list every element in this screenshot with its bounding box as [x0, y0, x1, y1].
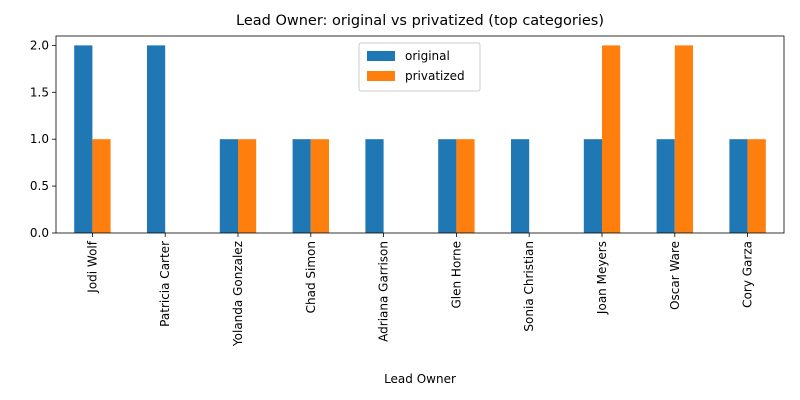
bar-privatized-0 — [92, 139, 111, 233]
legend-swatch-privatized — [367, 71, 395, 81]
bar-privatized-3 — [310, 139, 329, 233]
x-axis-label: Lead Owner — [384, 372, 456, 386]
x-tick-label-5: Glen Horne — [449, 241, 463, 309]
y-tick-label-3: 1.5 — [30, 85, 49, 99]
x-axis: Jodi Wolf Patricia Carter Yolanda Gonzalez… — [85, 233, 755, 347]
legend-label-original: original — [405, 49, 450, 63]
x-tick-label-1: Patricia Carter — [158, 241, 172, 327]
legend: original privatized — [358, 42, 481, 92]
x-tick-label-8: Oscar Ware — [668, 241, 682, 310]
bar-privatized-2 — [238, 139, 257, 233]
x-tick-label-6: Sonia Christian — [522, 241, 536, 332]
bar-privatized-5 — [456, 139, 475, 233]
legend-swatch-original — [367, 51, 395, 61]
bar-privatized-9 — [747, 139, 766, 233]
chart-title: Lead Owner: original vs privatized (top … — [236, 13, 604, 29]
x-tick-label-0: Jodi Wolf — [85, 240, 99, 293]
bar-original-4 — [365, 139, 384, 233]
bar-original-0 — [74, 45, 93, 233]
x-tick-label-4: Adriana Garrison — [377, 241, 391, 342]
y-tick-label-1: 0.5 — [30, 179, 49, 193]
bar-original-6 — [511, 139, 530, 233]
bars-group — [74, 45, 766, 233]
plot-frame — [55, 35, 785, 234]
bar-privatized-8 — [674, 45, 693, 233]
legend-label-privatized: privatized — [405, 69, 465, 83]
bar-original-8 — [656, 139, 675, 233]
bar-original-1 — [147, 45, 166, 233]
x-tick-label-9: Cory Garza — [741, 241, 755, 308]
y-tick-label-4: 2.0 — [30, 38, 49, 52]
x-tick-label-3: Chad Simon — [304, 241, 318, 313]
y-tick-label-0: 0.0 — [30, 226, 49, 240]
bar-original-2 — [219, 139, 238, 233]
bar-original-9 — [729, 139, 748, 233]
y-tick-label-2: 1.0 — [30, 132, 49, 146]
bar-original-3 — [292, 139, 311, 233]
bar-original-7 — [583, 139, 602, 233]
bar-privatized-7 — [602, 45, 621, 233]
y-axis: 0.0 0.5 1.0 1.5 2.0 — [30, 38, 56, 240]
bar-original-5 — [438, 139, 457, 233]
x-tick-label-7: Joan Meyers — [595, 241, 609, 315]
x-tick-label-2: Yolanda Gonzalez — [231, 241, 245, 347]
